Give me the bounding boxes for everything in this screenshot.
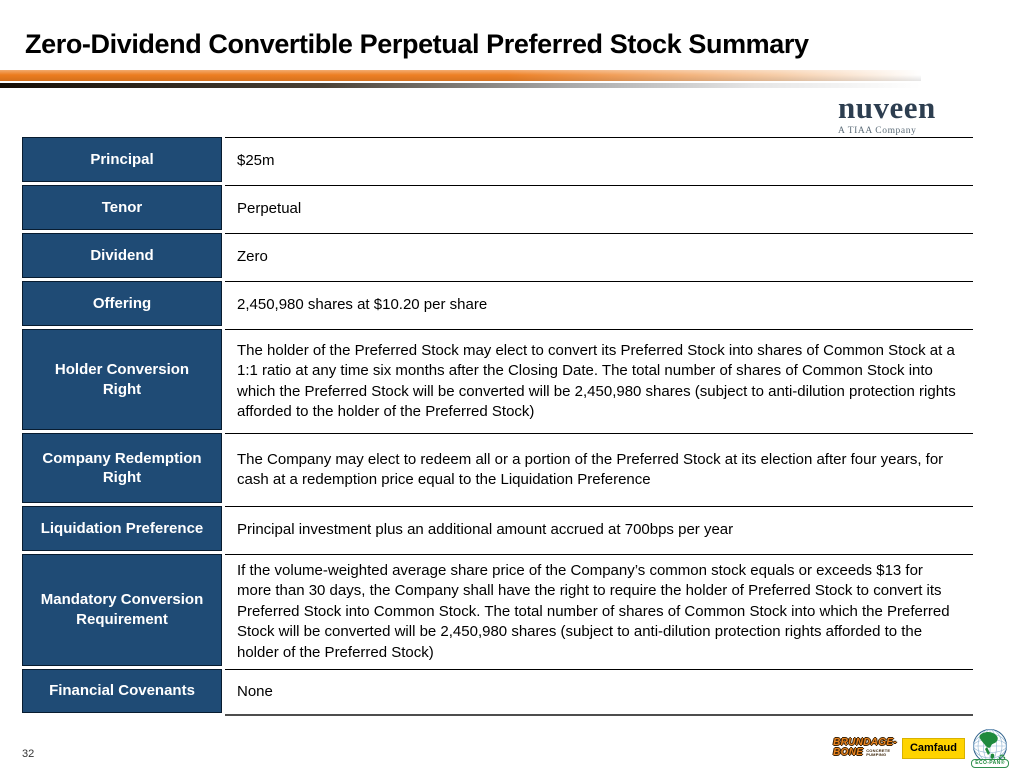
row-label: Holder Conversion Right (22, 329, 222, 430)
row-label: Dividend (22, 233, 222, 278)
table-row: Holder Conversion Right The holder of the… (22, 329, 973, 433)
recycle-icon: ♻ (998, 753, 1006, 763)
table-row: Dividend Zero (22, 233, 973, 281)
title-accent-bar-dark (0, 83, 921, 88)
brundage-bone-line1: BRUNDAGE- (833, 736, 897, 748)
eco-pan-logo: ♻ ECO-PAN® (970, 728, 1010, 768)
row-value: If the volume-weighted average share pri… (225, 554, 973, 669)
row-label: Financial Covenants (22, 668, 222, 713)
eco-pan-label: ECO-PAN® (971, 759, 1009, 768)
camfaud-logo: Camfaud (901, 737, 965, 759)
nuveen-logo: nuveen A TIAA Company (838, 92, 936, 136)
row-value: Perpetual (225, 185, 973, 233)
summary-table: Principal $25m Tenor Perpetual Dividend Zero O… (22, 137, 973, 716)
table-row: Liquidation Preference Principal investme… (22, 506, 973, 554)
page-title: Zero-Dividend Convertible Perpetual Pref… (25, 29, 809, 59)
brundage-bone-sub1: CONCRETE (866, 747, 891, 753)
row-value: None (225, 668, 973, 716)
table-row: Offering 2,450,980 shares at $10.20 per s… (22, 281, 973, 329)
row-label: Tenor (22, 185, 222, 230)
row-value: The Company may elect to redeem all or a… (225, 433, 973, 506)
row-value: Zero (225, 233, 973, 281)
row-label: Mandatory Conversion Requirement (22, 554, 222, 666)
row-value: 2,450,980 shares at $10.20 per share (225, 281, 973, 329)
title-accent-bar-orange (0, 70, 921, 81)
table-row: Principal $25m (22, 137, 973, 185)
table-row: Tenor Perpetual (22, 185, 973, 233)
row-label: Liquidation Preference (22, 506, 222, 551)
row-value: Principal investment plus an additional … (225, 506, 973, 554)
table-row: Company Redemption Right The Company may … (22, 433, 973, 506)
globe-icon: ♻ (973, 729, 1007, 763)
row-value: The holder of the Preferred Stock may el… (225, 329, 973, 433)
table-row: Financial Covenants None (22, 668, 973, 716)
row-value: $25m (225, 137, 973, 185)
footer-logos: BRUNDAGE- BONE CONCRETE PUMPING Camfaud (833, 728, 1010, 768)
nuveen-tagline: A TIAA Company (838, 126, 917, 136)
brundage-bone-sub2: PUMPING (866, 752, 887, 758)
nuveen-logo-text: nuveen (838, 90, 936, 125)
page-number: 32 (22, 748, 35, 760)
brundage-bone-logo: BRUNDAGE- BONE CONCRETE PUMPING (833, 736, 897, 759)
row-label: Company Redemption Right (22, 433, 222, 503)
row-label: Offering (22, 281, 222, 326)
row-label: Principal (22, 137, 222, 182)
table-row: Mandatory Conversion Requirement If the v… (22, 554, 973, 669)
brundage-bone-line2: BONE (833, 747, 864, 758)
